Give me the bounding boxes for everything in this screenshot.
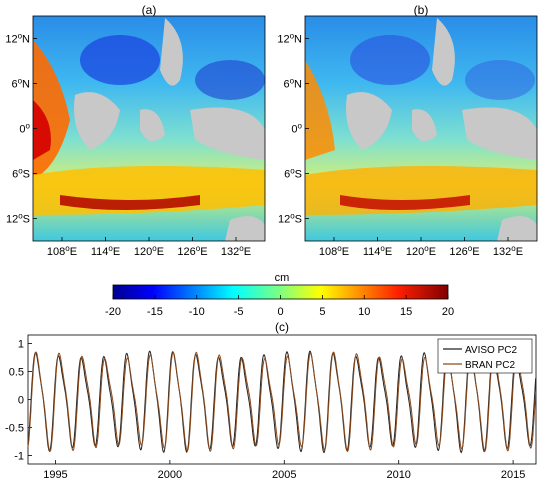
- map-xtick-label: 120oE: [134, 244, 164, 258]
- map-panel-a: [33, 16, 265, 241]
- map-ytick-label: 12oN: [5, 32, 30, 46]
- ts-ytick-label: 1: [18, 338, 24, 350]
- ts-xtick-label: 2015: [501, 469, 525, 481]
- colorbar-tick-label: 15: [400, 306, 412, 318]
- legend-label-bran: BRAN PC2: [465, 360, 515, 371]
- ts-xtick-label: 2005: [272, 469, 296, 481]
- ts-ytick-label: 0: [18, 395, 24, 407]
- map-xtick-label: 126oE: [177, 244, 207, 258]
- ts-xtick-label: 2010: [386, 469, 410, 481]
- map-ytick-label: 6oS: [12, 167, 30, 181]
- map-ytick-label: 12oN: [277, 32, 302, 46]
- panel-c-label: (c): [275, 320, 289, 334]
- colorbar-unit: cm: [275, 272, 290, 284]
- map-xtick-label: 132oE: [221, 244, 251, 258]
- map-ytick-label: 6oS: [284, 167, 302, 181]
- ts-ytick-label: 0.5: [9, 366, 24, 378]
- map-ytick-label: 12oS: [278, 212, 302, 226]
- colorbar-tick-label: -20: [105, 306, 121, 318]
- colorbar-tick-label: 0: [277, 306, 283, 318]
- map-ytick-label: 6oN: [11, 77, 30, 91]
- map-ytick-label: 12oS: [6, 212, 30, 226]
- legend: AVISO PC2 BRAN PC2: [437, 338, 533, 374]
- map-xtick-label: 126oE: [449, 244, 479, 258]
- ts-ytick-label: -0.5: [5, 423, 24, 435]
- colorbar-tick-label: 20: [442, 306, 454, 318]
- map-xtick-label: 108oE: [47, 244, 77, 258]
- ts-xtick-label: 1995: [43, 469, 67, 481]
- map-ytick-label: 0o: [291, 122, 302, 136]
- colorbar-tick-label: -15: [147, 306, 163, 318]
- map-xtick-label: 132oE: [493, 244, 523, 258]
- colorbar-tick-label: -10: [189, 306, 205, 318]
- map-xtick-label: 114oE: [91, 244, 120, 258]
- panel-a-label: (a): [142, 3, 157, 17]
- map-xtick-label: 114oE: [363, 244, 392, 258]
- ts-ytick-label: -1: [14, 451, 24, 463]
- legend-label-aviso: AVISO PC2: [465, 345, 517, 356]
- map-ytick-label: 6oN: [283, 77, 302, 91]
- colorbar-tick-label: -5: [234, 306, 244, 318]
- map-xtick-label: 108oE: [319, 244, 349, 258]
- panel-b-label: (b): [414, 3, 429, 17]
- map-ytick-label: 0o: [19, 122, 30, 136]
- colorbar-tick-label: 10: [358, 306, 370, 318]
- colorbar-tick-label: 5: [319, 306, 325, 318]
- map-panel-b: [305, 16, 537, 241]
- map-xtick-label: 120oE: [406, 244, 436, 258]
- ts-xtick-label: 2000: [158, 469, 182, 481]
